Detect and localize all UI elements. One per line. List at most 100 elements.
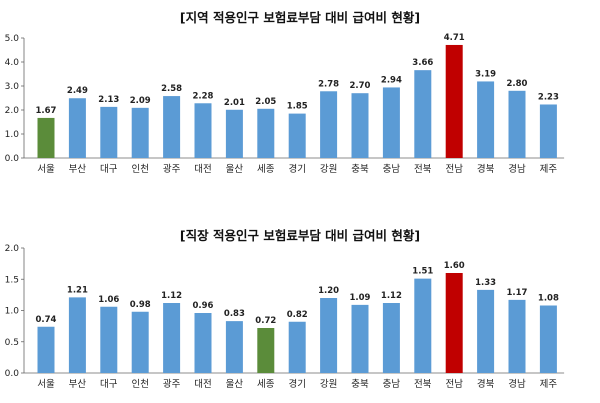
chart-2-value-label: 1.08 bbox=[538, 294, 559, 304]
chart-1-category-label: 경북 bbox=[477, 163, 495, 175]
chart-1-value-label: 2.01 bbox=[224, 98, 245, 108]
chart-1-category-label: 서울 bbox=[37, 164, 55, 175]
chart-1-value-label: 2.13 bbox=[98, 95, 119, 105]
chart-2-value-label: 0.72 bbox=[255, 316, 276, 326]
chart-2-value-label: 1.51 bbox=[412, 267, 433, 277]
chart-1-y-tick-label: 0.0 bbox=[5, 154, 20, 164]
chart-1-category-label: 전북 bbox=[414, 164, 432, 175]
chart-2-category-label: 제주 bbox=[540, 379, 558, 390]
chart-1-category-label: 인천 bbox=[131, 164, 148, 175]
chart-2-bar bbox=[194, 313, 212, 373]
chart-1-value-label: 2.78 bbox=[318, 79, 339, 89]
chart-1-category-label: 경남 bbox=[508, 163, 526, 175]
chart-1-bar bbox=[194, 103, 212, 158]
chart-2-category-label: 전북 bbox=[414, 379, 432, 390]
chart-1-value-label: 2.94 bbox=[381, 75, 402, 85]
chart-1: [지역 적용인구 보험료부담 대비 급여비 현황] 0.0 1.0 2.0 3.0 4.0… bbox=[5, 10, 565, 175]
chart-2-bar bbox=[414, 278, 432, 373]
chart-2-bar bbox=[539, 305, 557, 373]
chart-2-value-label: 0.83 bbox=[224, 309, 245, 319]
chart-2-value-label: 1.60 bbox=[444, 261, 465, 271]
chart-2-value-label: 0.98 bbox=[130, 300, 151, 310]
chart-1-y-tick-label: 3.0 bbox=[5, 82, 20, 92]
chart-1-category-label: 광주 bbox=[163, 163, 181, 175]
chart-2-y-tick-label: 1.0 bbox=[5, 307, 20, 317]
chart-1-category-label: 세종 bbox=[257, 164, 275, 175]
chart-1-value-label: 2.05 bbox=[255, 97, 276, 107]
chart-2-category-label: 인천 bbox=[131, 379, 148, 390]
chart-1-value-label: 2.80 bbox=[507, 79, 528, 89]
chart-2-value-label: 0.74 bbox=[36, 315, 57, 325]
chart-1-category-label: 제주 bbox=[540, 164, 558, 175]
chart-2-value-label: 0.82 bbox=[287, 310, 308, 320]
chart-2-category-label: 경기 bbox=[288, 378, 305, 390]
chart-1-y-tick-label: 5.0 bbox=[5, 34, 20, 44]
chart-2-bar bbox=[351, 304, 369, 373]
chart-2-bar bbox=[225, 321, 243, 373]
chart-1-y-tick-label: 2.0 bbox=[5, 106, 20, 116]
chart-2-value-label: 1.33 bbox=[475, 278, 496, 288]
chart-2-category-label: 울산 bbox=[226, 379, 244, 390]
chart-1-bar bbox=[414, 70, 432, 158]
chart-2-bar bbox=[477, 289, 495, 373]
chart-2-category-label: 대구 bbox=[100, 379, 118, 390]
chart-2-bar bbox=[320, 298, 338, 373]
chart-2-category-label: 대전 bbox=[194, 379, 211, 390]
chart-1-category-label: 울산 bbox=[226, 164, 244, 175]
chart-1-title: [지역 적용인구 보험료부담 대비 급여비 현황] bbox=[180, 10, 420, 25]
chart-2: [직장 적용인구 보험료부담 대비 급여비 현황] 0.0 0.5 1.0 1.5 2.0… bbox=[5, 228, 565, 390]
chart-2-value-label: 1.12 bbox=[161, 291, 182, 301]
chart-1-bar bbox=[37, 117, 55, 158]
chart-2-y-tick-label: 0.0 bbox=[5, 369, 20, 379]
chart-2-bar bbox=[37, 326, 55, 373]
chart-2-category-label: 광주 bbox=[163, 378, 181, 390]
chart-1-category-label: 대전 bbox=[194, 164, 211, 175]
chart-1-bar bbox=[320, 91, 338, 158]
chart-1-category-label: 충북 bbox=[351, 164, 369, 175]
chart-1-y-tick-label: 4.0 bbox=[5, 58, 20, 68]
chart-1-category-label: 부산 bbox=[69, 164, 87, 175]
chart-1-value-label: 2.49 bbox=[67, 86, 88, 96]
chart-2-category-label: 세종 bbox=[257, 379, 275, 390]
chart-1-value-label: 3.19 bbox=[475, 69, 496, 79]
chart-2-category-label: 부산 bbox=[69, 379, 87, 390]
chart-1-bar bbox=[351, 93, 369, 158]
chart-1-bar bbox=[445, 44, 463, 158]
chart-2-title: [직장 적용인구 보험료부담 대비 급여비 현황] bbox=[180, 228, 420, 243]
chart-2-value-label: 1.21 bbox=[67, 285, 88, 295]
chart-2-value-label: 1.17 bbox=[507, 288, 528, 298]
chart-1-value-label: 2.70 bbox=[350, 81, 371, 91]
chart-2-category-label: 강원 bbox=[320, 379, 337, 390]
chart-1-category-label: 전남 bbox=[445, 164, 463, 175]
chart-1-bar bbox=[100, 106, 118, 158]
chart-2-bar bbox=[288, 321, 306, 373]
chart-1-category-label: 대구 bbox=[100, 164, 118, 175]
chart-1-value-label: 2.28 bbox=[193, 91, 214, 101]
chart-2-bar bbox=[508, 299, 526, 373]
chart-2-category-label: 경남 bbox=[508, 378, 526, 390]
chart-2-value-label: 1.09 bbox=[350, 293, 371, 303]
chart-2-category-label: 충북 bbox=[351, 379, 369, 390]
chart-2-bar bbox=[382, 303, 400, 373]
chart-1-value-label: 3.66 bbox=[412, 58, 433, 68]
chart-1-bar bbox=[68, 98, 86, 158]
chart-1-bar bbox=[382, 87, 400, 158]
chart-1-value-label: 2.58 bbox=[161, 84, 182, 94]
chart-1-bar bbox=[477, 81, 495, 158]
chart-1-bar bbox=[288, 113, 306, 158]
chart-1-category-label: 경기 bbox=[288, 163, 305, 175]
chart-1-bar bbox=[131, 107, 149, 158]
chart-1-value-label: 2.09 bbox=[130, 96, 151, 106]
chart-2-bar bbox=[257, 328, 275, 373]
chart-2-bar bbox=[100, 306, 118, 373]
chart-1-value-label: 1.67 bbox=[36, 106, 57, 116]
chart-2-bar bbox=[68, 297, 86, 373]
chart-2-value-label: 1.12 bbox=[381, 291, 402, 301]
chart-2-category-label: 서울 bbox=[37, 379, 55, 390]
chart-1-bar bbox=[508, 90, 526, 158]
chart-2-value-label: 1.20 bbox=[318, 286, 339, 296]
chart-2-value-label: 1.06 bbox=[98, 295, 119, 305]
chart-2-category-label: 충남 bbox=[383, 379, 401, 390]
